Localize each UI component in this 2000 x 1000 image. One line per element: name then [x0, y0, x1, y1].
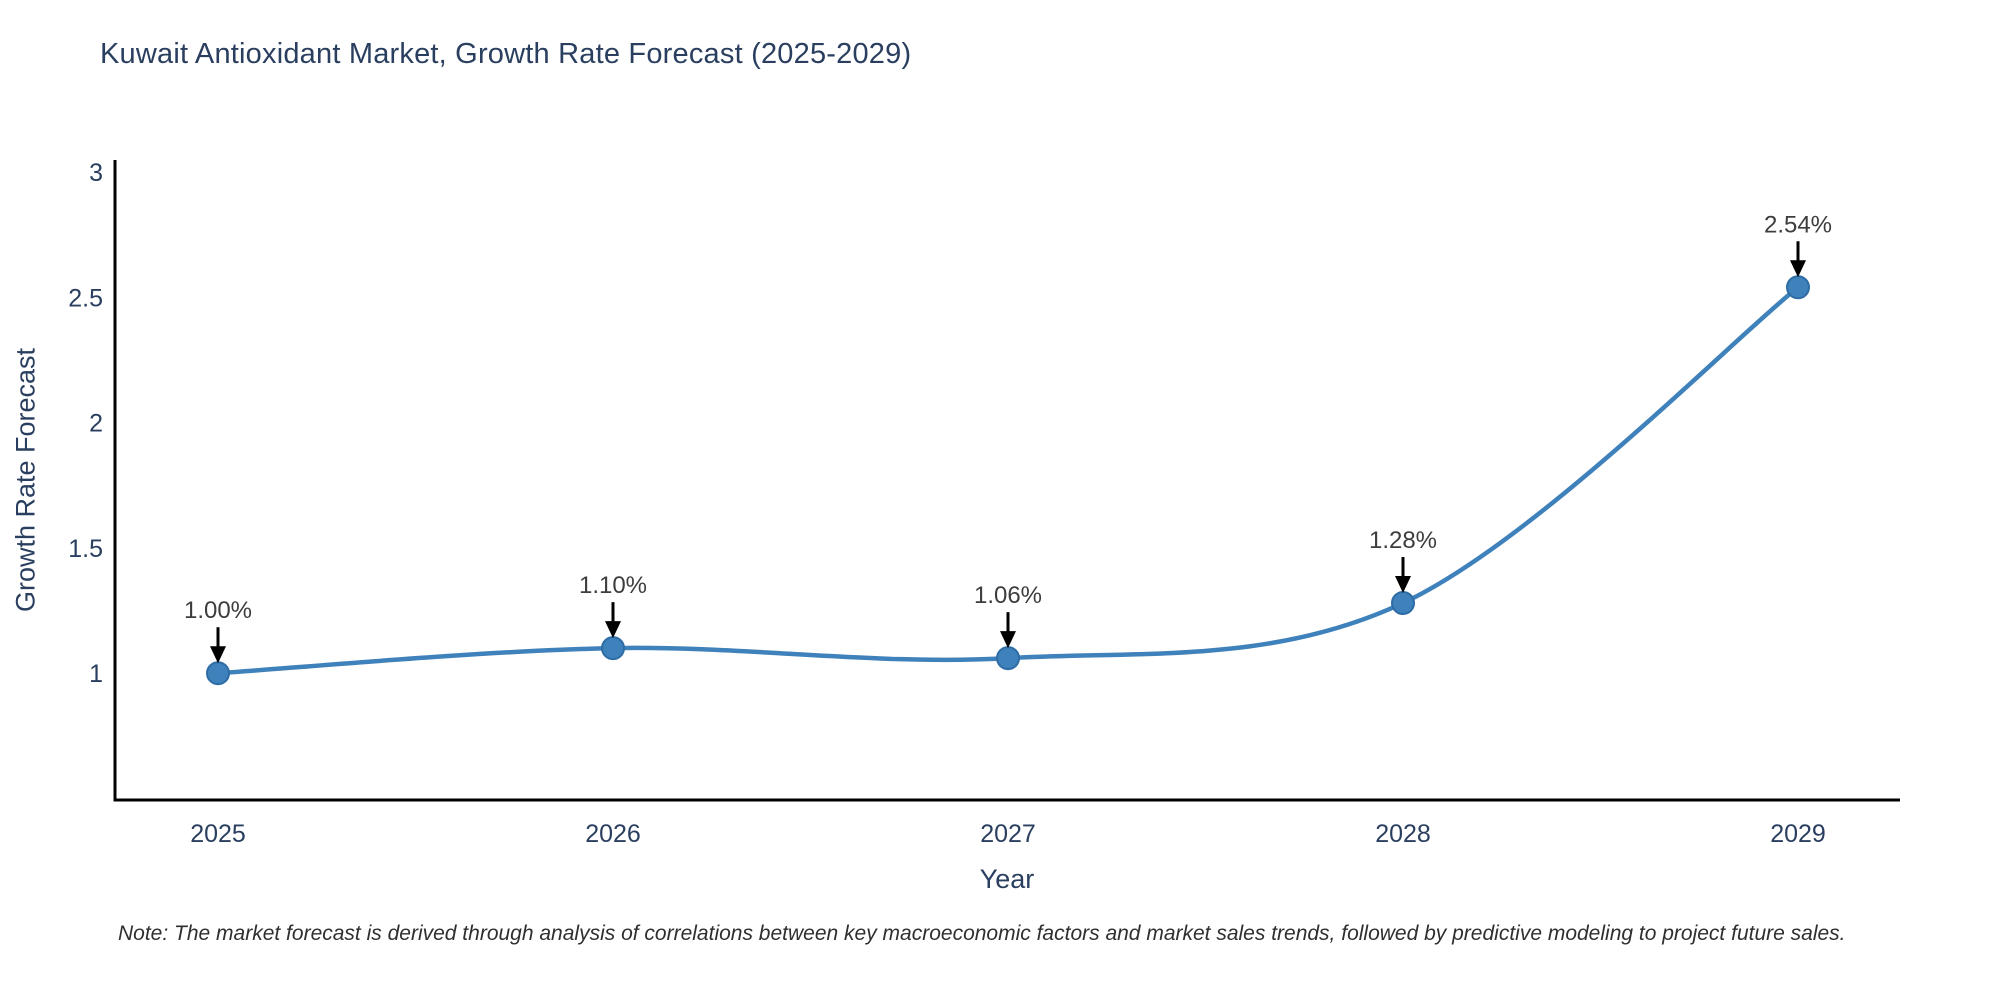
x-tick-label: 2026 [585, 820, 641, 848]
x-tick-label: 2027 [980, 820, 1036, 848]
series-line [215, 285, 1801, 676]
point-annotation-label: 1.10% [579, 572, 647, 599]
data-point-marker [206, 661, 230, 686]
annotation-arrowhead [1000, 631, 1016, 649]
chart-title: Kuwait Antioxidant Market, Growth Rate F… [100, 38, 912, 70]
y-tick-label: 1 [89, 660, 103, 688]
point-annotation-label: 1.28% [1369, 527, 1437, 554]
y-tick-label: 3 [89, 159, 103, 187]
x-tick-label: 2029 [1770, 820, 1826, 848]
data-point-marker [1786, 275, 1810, 300]
data-point-marker [996, 646, 1020, 671]
annotation-arrowhead [1790, 260, 1806, 278]
data-point-marker [601, 636, 625, 661]
point-annotation-label: 1.06% [974, 582, 1042, 609]
annotation-arrowhead [1395, 576, 1411, 594]
y-tick-label: 2 [89, 410, 103, 438]
chart-footnote: Note: The market forecast is derived thr… [118, 922, 1846, 945]
point-annotation-label: 1.00% [184, 597, 252, 624]
y-tick-label: 2.5 [68, 284, 103, 312]
annotation-arrowhead [210, 646, 226, 664]
x-tick-label: 2028 [1375, 820, 1431, 848]
annotation-arrowhead [605, 621, 621, 639]
y-tick-label: 1.5 [68, 535, 103, 563]
point-annotation-label: 2.54% [1764, 211, 1832, 238]
x-axis-title: Year [979, 864, 1035, 894]
x-tick-label: 2025 [190, 820, 246, 848]
y-axis-title: Growth Rate Forecast [10, 347, 41, 613]
data-point-marker [1391, 591, 1415, 616]
